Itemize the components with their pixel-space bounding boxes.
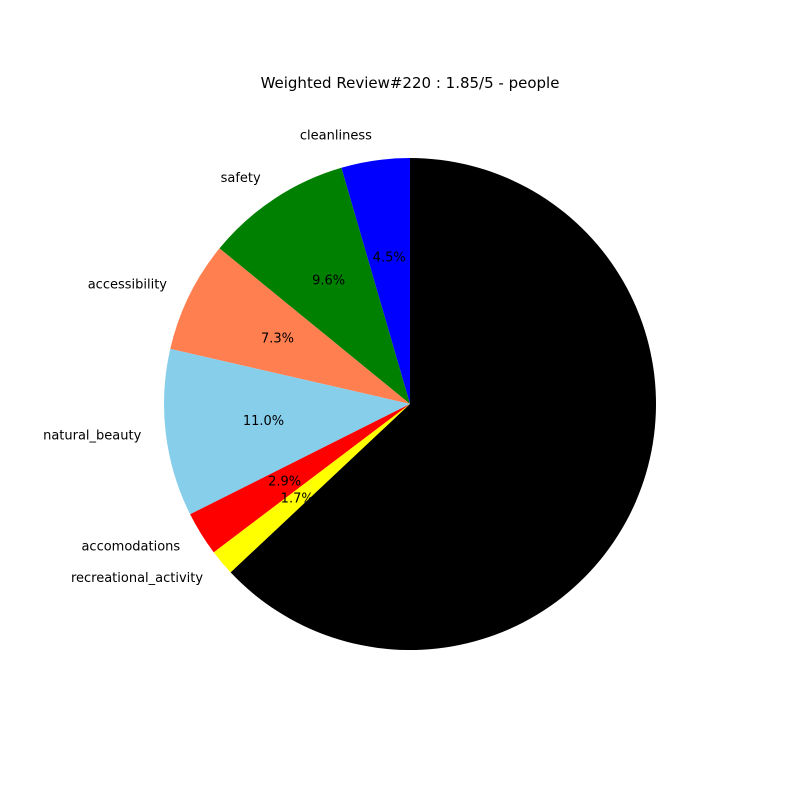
pie-slice-natural-beauty — [164, 348, 410, 515]
percent-labels: 4.5% 9.6% 7.3% 11.0% 2.9% 1.7% — [243, 250, 406, 506]
slice-label: recreational_activity — [71, 571, 203, 586]
slice-labels: cleanliness safety accessibility natural_be… — [43, 129, 372, 586]
slice-percent-label: 7.3% — [261, 332, 294, 347]
pie-slice-recreational-activity — [213, 404, 410, 573]
pie-slice-safety — [219, 167, 410, 404]
chart-title: Weighted Review#220 : 1.85/5 - people — [261, 74, 560, 92]
slice-label: cleanliness — [300, 129, 372, 144]
pie-slice-cleanliness — [341, 158, 410, 404]
slice-percent-label: 9.6% — [312, 273, 345, 288]
pie-slice-accomodations — [190, 404, 410, 553]
slice-label: accessibility — [88, 278, 168, 293]
slice-percent-label: 1.7% — [281, 492, 314, 507]
slice-label: accomodations — [81, 539, 180, 554]
slice-percent-label: 4.5% — [373, 250, 406, 265]
pie-slices — [164, 158, 656, 651]
slice-label: safety — [221, 171, 261, 186]
pie-slice-remainder — [230, 158, 656, 651]
pie-slice-accessibility — [170, 248, 410, 404]
slice-percent-label: 11.0% — [243, 414, 284, 429]
slice-label: natural_beauty — [43, 429, 142, 444]
slice-percent-label: 2.9% — [268, 474, 301, 489]
